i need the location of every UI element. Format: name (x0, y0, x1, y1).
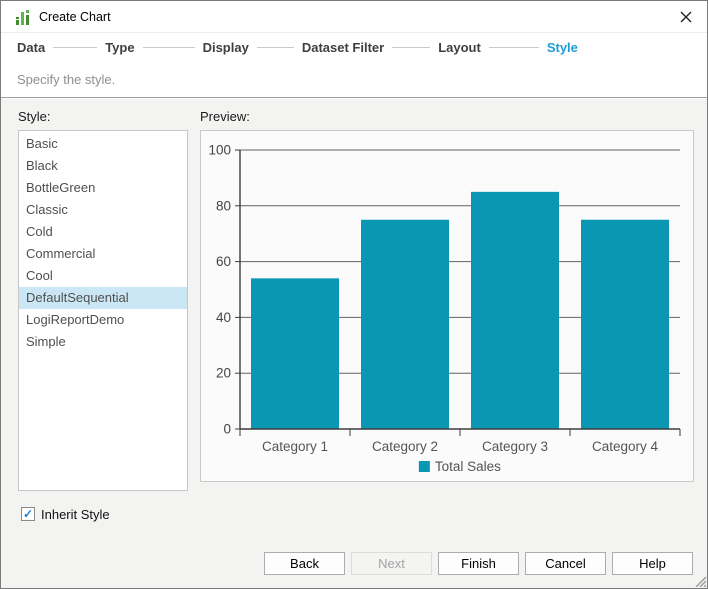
close-button[interactable] (673, 5, 699, 29)
style-item-black[interactable]: Black (19, 155, 187, 177)
wizard-steps: Data Type Display Dataset Filter Layout … (1, 34, 707, 61)
inherit-style-checkbox[interactable]: ✓ (21, 507, 35, 521)
next-button[interactable]: Next (351, 552, 432, 575)
chart-preview-panel: 0 20 40 60 80 100 Category 1 Category 2 Category… (200, 130, 694, 482)
svg-text:100: 100 (208, 143, 231, 158)
style-item-cold[interactable]: Cold (19, 221, 187, 243)
finish-button[interactable]: Finish (438, 552, 519, 575)
wizard-step-layout[interactable]: Layout (438, 40, 481, 55)
footer-buttons: Back Next Finish Cancel Help (264, 552, 693, 575)
svg-text:Category 4: Category 4 (592, 439, 659, 454)
style-list-label: Style: (18, 109, 51, 124)
svg-text:Category 2: Category 2 (372, 439, 438, 454)
checkmark-icon: ✓ (23, 507, 33, 521)
subtitle-row: Specify the style. (1, 61, 707, 98)
style-item-cool[interactable]: Cool (19, 265, 187, 287)
title-bar: Create Chart (1, 1, 707, 33)
step-connector (143, 47, 195, 48)
resize-grip[interactable] (693, 574, 706, 587)
style-item-basic[interactable]: Basic (19, 133, 187, 155)
cancel-button[interactable]: Cancel (525, 552, 606, 575)
svg-text:80: 80 (216, 198, 231, 213)
wizard-step-display[interactable]: Display (203, 40, 249, 55)
svg-text:0: 0 (223, 422, 231, 437)
style-list[interactable]: Basic Black BottleGreen Classic Cold Com… (18, 130, 188, 491)
style-item-commercial[interactable]: Commercial (19, 243, 187, 265)
preview-label: Preview: (200, 109, 250, 124)
wizard-step-dataset-filter[interactable]: Dataset Filter (302, 40, 384, 55)
svg-text:40: 40 (216, 310, 231, 325)
inherit-style-row[interactable]: ✓ Inherit Style (21, 506, 110, 522)
svg-text:60: 60 (216, 254, 231, 269)
step-connector (489, 47, 539, 48)
style-item-bottlegreen[interactable]: BottleGreen (19, 177, 187, 199)
svg-text:20: 20 (216, 366, 231, 381)
svg-text:Total Sales: Total Sales (435, 459, 501, 474)
style-item-classic[interactable]: Classic (19, 199, 187, 221)
step-connector (257, 47, 294, 48)
content-area: Style: Preview: Basic Black BottleGreen … (1, 99, 707, 589)
style-item-logireportdemo[interactable]: LogiReportDemo (19, 309, 187, 331)
svg-text:Category 3: Category 3 (482, 439, 548, 454)
style-item-defaultsequential[interactable]: DefaultSequential (19, 287, 187, 309)
window-title: Create Chart (39, 10, 111, 24)
style-item-simple[interactable]: Simple (19, 331, 187, 353)
close-icon (680, 11, 692, 23)
step-connector (53, 47, 97, 48)
preview-bar-chart: 0 20 40 60 80 100 Category 1 Category 2 Category… (201, 131, 693, 479)
svg-text:Category 1: Category 1 (262, 439, 328, 454)
subtitle: Specify the style. (17, 72, 115, 87)
chart-wizard-icon (15, 9, 31, 25)
back-button[interactable]: Back (264, 552, 345, 575)
step-connector (392, 47, 430, 48)
inherit-style-label: Inherit Style (41, 507, 110, 522)
wizard-step-data[interactable]: Data (17, 40, 45, 55)
create-chart-dialog: Create Chart Data Type Display Dataset F… (0, 0, 708, 589)
wizard-step-style[interactable]: Style (547, 40, 578, 55)
help-button[interactable]: Help (612, 552, 693, 575)
wizard-step-type[interactable]: Type (105, 40, 134, 55)
